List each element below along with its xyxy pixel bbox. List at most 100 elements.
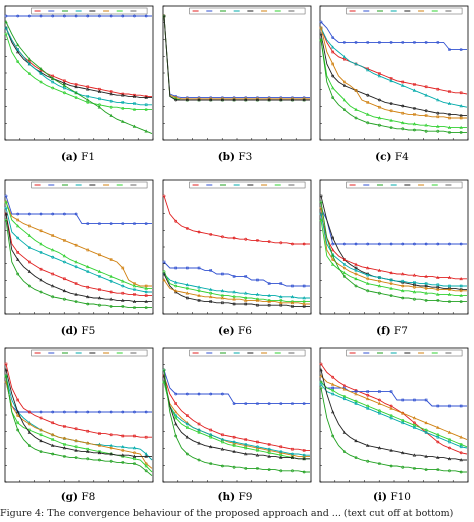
data-point bbox=[319, 362, 323, 366]
data-point bbox=[389, 126, 393, 130]
data-point bbox=[121, 93, 125, 97]
chart-F6 bbox=[162, 179, 312, 315]
data-point bbox=[109, 279, 113, 283]
data-point bbox=[144, 129, 148, 133]
data-point bbox=[185, 291, 190, 295]
data-point bbox=[436, 455, 440, 459]
data-point bbox=[121, 304, 125, 308]
data-point bbox=[354, 266, 358, 270]
data-point bbox=[51, 284, 55, 288]
plot-frame bbox=[4, 347, 154, 483]
data-point bbox=[447, 275, 452, 279]
data-point bbox=[366, 101, 370, 104]
data-point bbox=[448, 284, 451, 288]
chart-F4 bbox=[319, 5, 469, 141]
data-point bbox=[343, 397, 346, 401]
data-point bbox=[331, 434, 335, 438]
data-point bbox=[354, 116, 358, 120]
data-point bbox=[232, 98, 236, 102]
data-point bbox=[413, 242, 416, 246]
data-point bbox=[97, 450, 102, 455]
data-point bbox=[342, 387, 347, 391]
data-point bbox=[109, 99, 113, 103]
caption-name: F10 bbox=[390, 491, 411, 503]
data-point bbox=[377, 242, 381, 246]
data-point bbox=[366, 443, 370, 447]
data-point bbox=[4, 14, 8, 18]
data-point bbox=[51, 255, 55, 259]
data-point bbox=[401, 284, 405, 288]
caption-f4: (c) F4 bbox=[317, 151, 467, 163]
data-point bbox=[162, 14, 166, 18]
data-point bbox=[86, 14, 90, 18]
data-point bbox=[279, 445, 283, 449]
data-point bbox=[74, 300, 78, 304]
data-point bbox=[401, 411, 405, 415]
data-point bbox=[366, 121, 370, 125]
data-point bbox=[267, 299, 271, 303]
data-point bbox=[197, 293, 201, 297]
data-point bbox=[401, 398, 405, 402]
data-point bbox=[86, 87, 90, 91]
data-point bbox=[121, 453, 125, 457]
data-point bbox=[401, 242, 405, 246]
caption-name: F6 bbox=[238, 325, 252, 337]
data-point bbox=[366, 289, 370, 293]
data-point bbox=[413, 283, 416, 287]
data-point bbox=[109, 113, 113, 117]
data-point bbox=[74, 243, 78, 247]
data-point bbox=[291, 447, 294, 451]
data-point bbox=[74, 14, 78, 18]
data-point bbox=[459, 458, 463, 462]
data-point bbox=[377, 98, 381, 102]
data-point bbox=[331, 392, 334, 396]
data-point bbox=[185, 286, 189, 290]
data-point bbox=[74, 260, 78, 264]
data-point bbox=[197, 392, 201, 396]
data-point bbox=[133, 222, 136, 226]
data-point bbox=[98, 97, 101, 101]
data-point bbox=[424, 85, 428, 89]
data-point bbox=[354, 262, 358, 266]
data-point bbox=[459, 114, 463, 118]
data-point bbox=[39, 433, 43, 437]
caption-f5: (d) F5 bbox=[3, 325, 153, 337]
data-point bbox=[109, 105, 113, 109]
data-point bbox=[4, 32, 8, 36]
data-point bbox=[197, 299, 201, 302]
data-point bbox=[401, 288, 405, 293]
data-point bbox=[342, 242, 346, 246]
data-point bbox=[459, 242, 463, 246]
data-point bbox=[354, 41, 358, 44]
data-point bbox=[133, 434, 136, 438]
data-point bbox=[377, 398, 381, 402]
data-point bbox=[16, 218, 19, 222]
chart-F9 bbox=[162, 347, 312, 483]
data-point bbox=[86, 95, 90, 98]
data-point bbox=[221, 440, 224, 444]
data-point bbox=[424, 41, 428, 44]
data-point bbox=[424, 123, 428, 127]
data-point bbox=[39, 428, 43, 432]
data-point bbox=[413, 83, 416, 86]
data-point bbox=[144, 222, 148, 226]
data-point bbox=[377, 268, 382, 272]
data-point bbox=[133, 462, 136, 466]
data-point bbox=[121, 107, 125, 110]
data-point bbox=[436, 111, 440, 115]
caption-tag: (b) bbox=[217, 151, 235, 163]
data-point bbox=[98, 14, 101, 18]
data-point bbox=[86, 302, 90, 306]
data-point bbox=[413, 426, 416, 429]
data-point bbox=[86, 270, 90, 274]
data-point bbox=[279, 402, 283, 406]
plot-frame bbox=[4, 179, 154, 315]
data-point bbox=[86, 248, 90, 252]
data-point bbox=[4, 374, 8, 378]
data-point bbox=[342, 257, 347, 261]
data-point bbox=[302, 284, 306, 288]
data-point bbox=[331, 388, 335, 392]
data-point bbox=[424, 286, 428, 290]
data-point bbox=[74, 84, 78, 89]
data-point bbox=[377, 409, 381, 413]
